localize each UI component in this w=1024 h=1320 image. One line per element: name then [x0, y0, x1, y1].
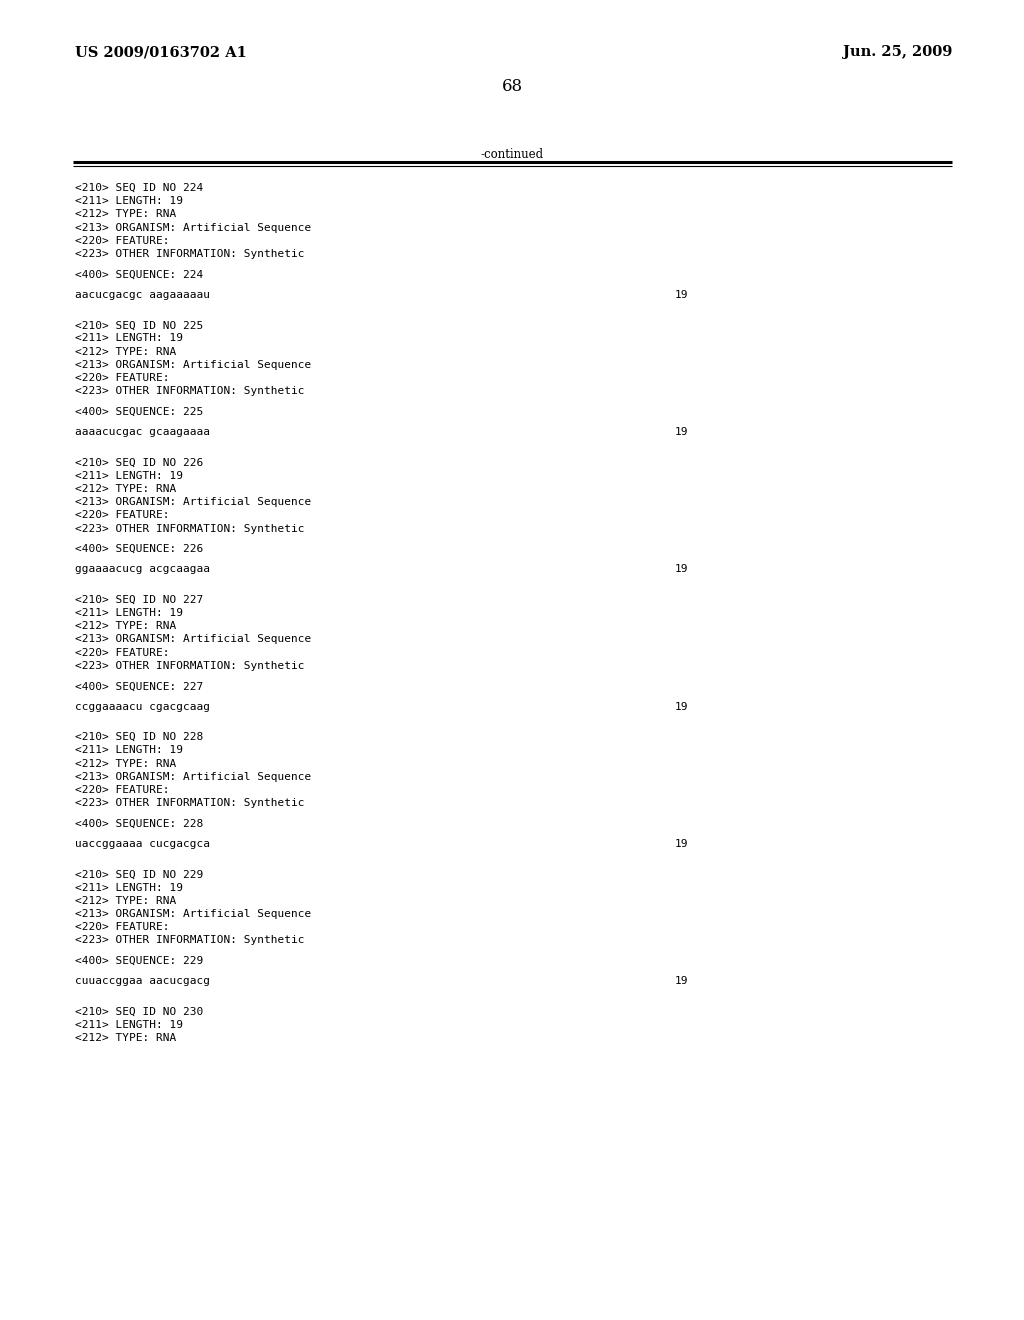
- Text: Jun. 25, 2009: Jun. 25, 2009: [843, 45, 952, 59]
- Text: <212> TYPE: RNA: <212> TYPE: RNA: [75, 1034, 176, 1043]
- Text: <211> LENGTH: 19: <211> LENGTH: 19: [75, 471, 183, 480]
- Text: <211> LENGTH: 19: <211> LENGTH: 19: [75, 1020, 183, 1030]
- Text: 68: 68: [502, 78, 522, 95]
- Text: <223> OTHER INFORMATION: Synthetic: <223> OTHER INFORMATION: Synthetic: [75, 661, 304, 671]
- Text: <210> SEQ ID NO 229: <210> SEQ ID NO 229: [75, 870, 203, 879]
- Text: <213> ORGANISM: Artificial Sequence: <213> ORGANISM: Artificial Sequence: [75, 772, 311, 781]
- Text: ccggaaaacu cgacgcaag: ccggaaaacu cgacgcaag: [75, 702, 210, 711]
- Text: <220> FEATURE:: <220> FEATURE:: [75, 374, 170, 383]
- Text: <210> SEQ ID NO 230: <210> SEQ ID NO 230: [75, 1007, 203, 1016]
- Text: <211> LENGTH: 19: <211> LENGTH: 19: [75, 609, 183, 618]
- Text: <212> TYPE: RNA: <212> TYPE: RNA: [75, 622, 176, 631]
- Text: <210> SEQ ID NO 228: <210> SEQ ID NO 228: [75, 733, 203, 742]
- Text: <211> LENGTH: 19: <211> LENGTH: 19: [75, 197, 183, 206]
- Text: 19: 19: [675, 702, 688, 711]
- Text: <223> OTHER INFORMATION: Synthetic: <223> OTHER INFORMATION: Synthetic: [75, 936, 304, 945]
- Text: 19: 19: [675, 977, 688, 986]
- Text: <213> ORGANISM: Artificial Sequence: <213> ORGANISM: Artificial Sequence: [75, 360, 311, 370]
- Text: <220> FEATURE:: <220> FEATURE:: [75, 236, 170, 246]
- Text: <212> TYPE: RNA: <212> TYPE: RNA: [75, 896, 176, 906]
- Text: <223> OTHER INFORMATION: Synthetic: <223> OTHER INFORMATION: Synthetic: [75, 524, 304, 533]
- Text: <213> ORGANISM: Artificial Sequence: <213> ORGANISM: Artificial Sequence: [75, 498, 311, 507]
- Text: <223> OTHER INFORMATION: Synthetic: <223> OTHER INFORMATION: Synthetic: [75, 249, 304, 259]
- Text: cuuaccggaa aacucgacg: cuuaccggaa aacucgacg: [75, 977, 210, 986]
- Text: <210> SEQ ID NO 224: <210> SEQ ID NO 224: [75, 183, 203, 193]
- Text: <220> FEATURE:: <220> FEATURE:: [75, 785, 170, 795]
- Text: <400> SEQUENCE: 225: <400> SEQUENCE: 225: [75, 407, 203, 417]
- Text: <213> ORGANISM: Artificial Sequence: <213> ORGANISM: Artificial Sequence: [75, 223, 311, 232]
- Text: <212> TYPE: RNA: <212> TYPE: RNA: [75, 210, 176, 219]
- Text: <400> SEQUENCE: 224: <400> SEQUENCE: 224: [75, 269, 203, 280]
- Text: <211> LENGTH: 19: <211> LENGTH: 19: [75, 883, 183, 892]
- Text: -continued: -continued: [480, 148, 544, 161]
- Text: <400> SEQUENCE: 229: <400> SEQUENCE: 229: [75, 956, 203, 966]
- Text: <211> LENGTH: 19: <211> LENGTH: 19: [75, 334, 183, 343]
- Text: <223> OTHER INFORMATION: Synthetic: <223> OTHER INFORMATION: Synthetic: [75, 387, 304, 396]
- Text: <400> SEQUENCE: 228: <400> SEQUENCE: 228: [75, 818, 203, 829]
- Text: US 2009/0163702 A1: US 2009/0163702 A1: [75, 45, 247, 59]
- Text: <210> SEQ ID NO 225: <210> SEQ ID NO 225: [75, 321, 203, 330]
- Text: aaaacucgac gcaagaaaa: aaaacucgac gcaagaaaa: [75, 428, 210, 437]
- Text: <400> SEQUENCE: 226: <400> SEQUENCE: 226: [75, 544, 203, 554]
- Text: 19: 19: [675, 290, 688, 300]
- Text: 19: 19: [675, 565, 688, 574]
- Text: <213> ORGANISM: Artificial Sequence: <213> ORGANISM: Artificial Sequence: [75, 635, 311, 644]
- Text: <212> TYPE: RNA: <212> TYPE: RNA: [75, 759, 176, 768]
- Text: <212> TYPE: RNA: <212> TYPE: RNA: [75, 484, 176, 494]
- Text: <211> LENGTH: 19: <211> LENGTH: 19: [75, 746, 183, 755]
- Text: <220> FEATURE:: <220> FEATURE:: [75, 511, 170, 520]
- Text: <220> FEATURE:: <220> FEATURE:: [75, 648, 170, 657]
- Text: <210> SEQ ID NO 226: <210> SEQ ID NO 226: [75, 458, 203, 467]
- Text: aacucgacgc aagaaaaau: aacucgacgc aagaaaaau: [75, 290, 210, 300]
- Text: <212> TYPE: RNA: <212> TYPE: RNA: [75, 347, 176, 356]
- Text: <400> SEQUENCE: 227: <400> SEQUENCE: 227: [75, 681, 203, 692]
- Text: <213> ORGANISM: Artificial Sequence: <213> ORGANISM: Artificial Sequence: [75, 909, 311, 919]
- Text: ggaaaacucg acgcaagaa: ggaaaacucg acgcaagaa: [75, 565, 210, 574]
- Text: <220> FEATURE:: <220> FEATURE:: [75, 923, 170, 932]
- Text: 19: 19: [675, 428, 688, 437]
- Text: <223> OTHER INFORMATION: Synthetic: <223> OTHER INFORMATION: Synthetic: [75, 799, 304, 808]
- Text: <210> SEQ ID NO 227: <210> SEQ ID NO 227: [75, 595, 203, 605]
- Text: uaccggaaaa cucgacgca: uaccggaaaa cucgacgca: [75, 840, 210, 849]
- Text: 19: 19: [675, 840, 688, 849]
